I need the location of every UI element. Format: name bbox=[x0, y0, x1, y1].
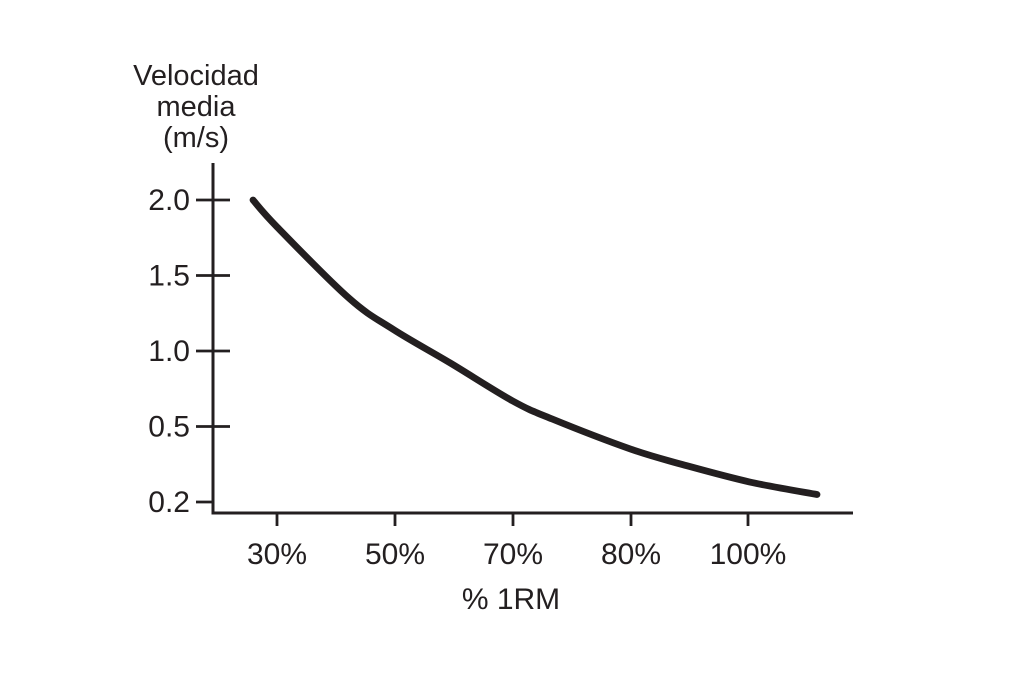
y-tick-label-0.2: 0.2 bbox=[148, 486, 190, 519]
x-tick-label-80: 80% bbox=[601, 538, 661, 571]
x-tick-label-50: 50% bbox=[365, 538, 425, 571]
y-axis-title-line-2: media bbox=[157, 91, 237, 123]
x-tick-label-30: 30% bbox=[247, 538, 307, 571]
y-axis-title-line-3: (m/s) bbox=[163, 122, 229, 154]
x-axis-title: % 1RM bbox=[462, 583, 560, 616]
x-tick-marks bbox=[275, 513, 750, 526]
y-tick-label-1.5: 1.5 bbox=[148, 260, 190, 293]
y-tick-marks bbox=[196, 198, 230, 504]
y-tick-label-1.0: 1.0 bbox=[148, 335, 190, 368]
y-tick-label-2.0: 2.0 bbox=[148, 184, 190, 217]
y-axis-title: Velocidad media (m/s) bbox=[133, 60, 259, 154]
x-tick-label-70: 70% bbox=[483, 538, 543, 571]
y-tick-label-0.5: 0.5 bbox=[148, 411, 190, 444]
y-axis-title-line-1: Velocidad bbox=[133, 60, 259, 92]
velocity-curve bbox=[249, 196, 821, 498]
x-tick-labels: 30% 50% 70% 80% 100% bbox=[247, 538, 786, 571]
y-tick-labels: 2.0 1.5 1.0 0.5 0.2 bbox=[148, 184, 190, 519]
x-tick-label-100: 100% bbox=[710, 538, 787, 571]
